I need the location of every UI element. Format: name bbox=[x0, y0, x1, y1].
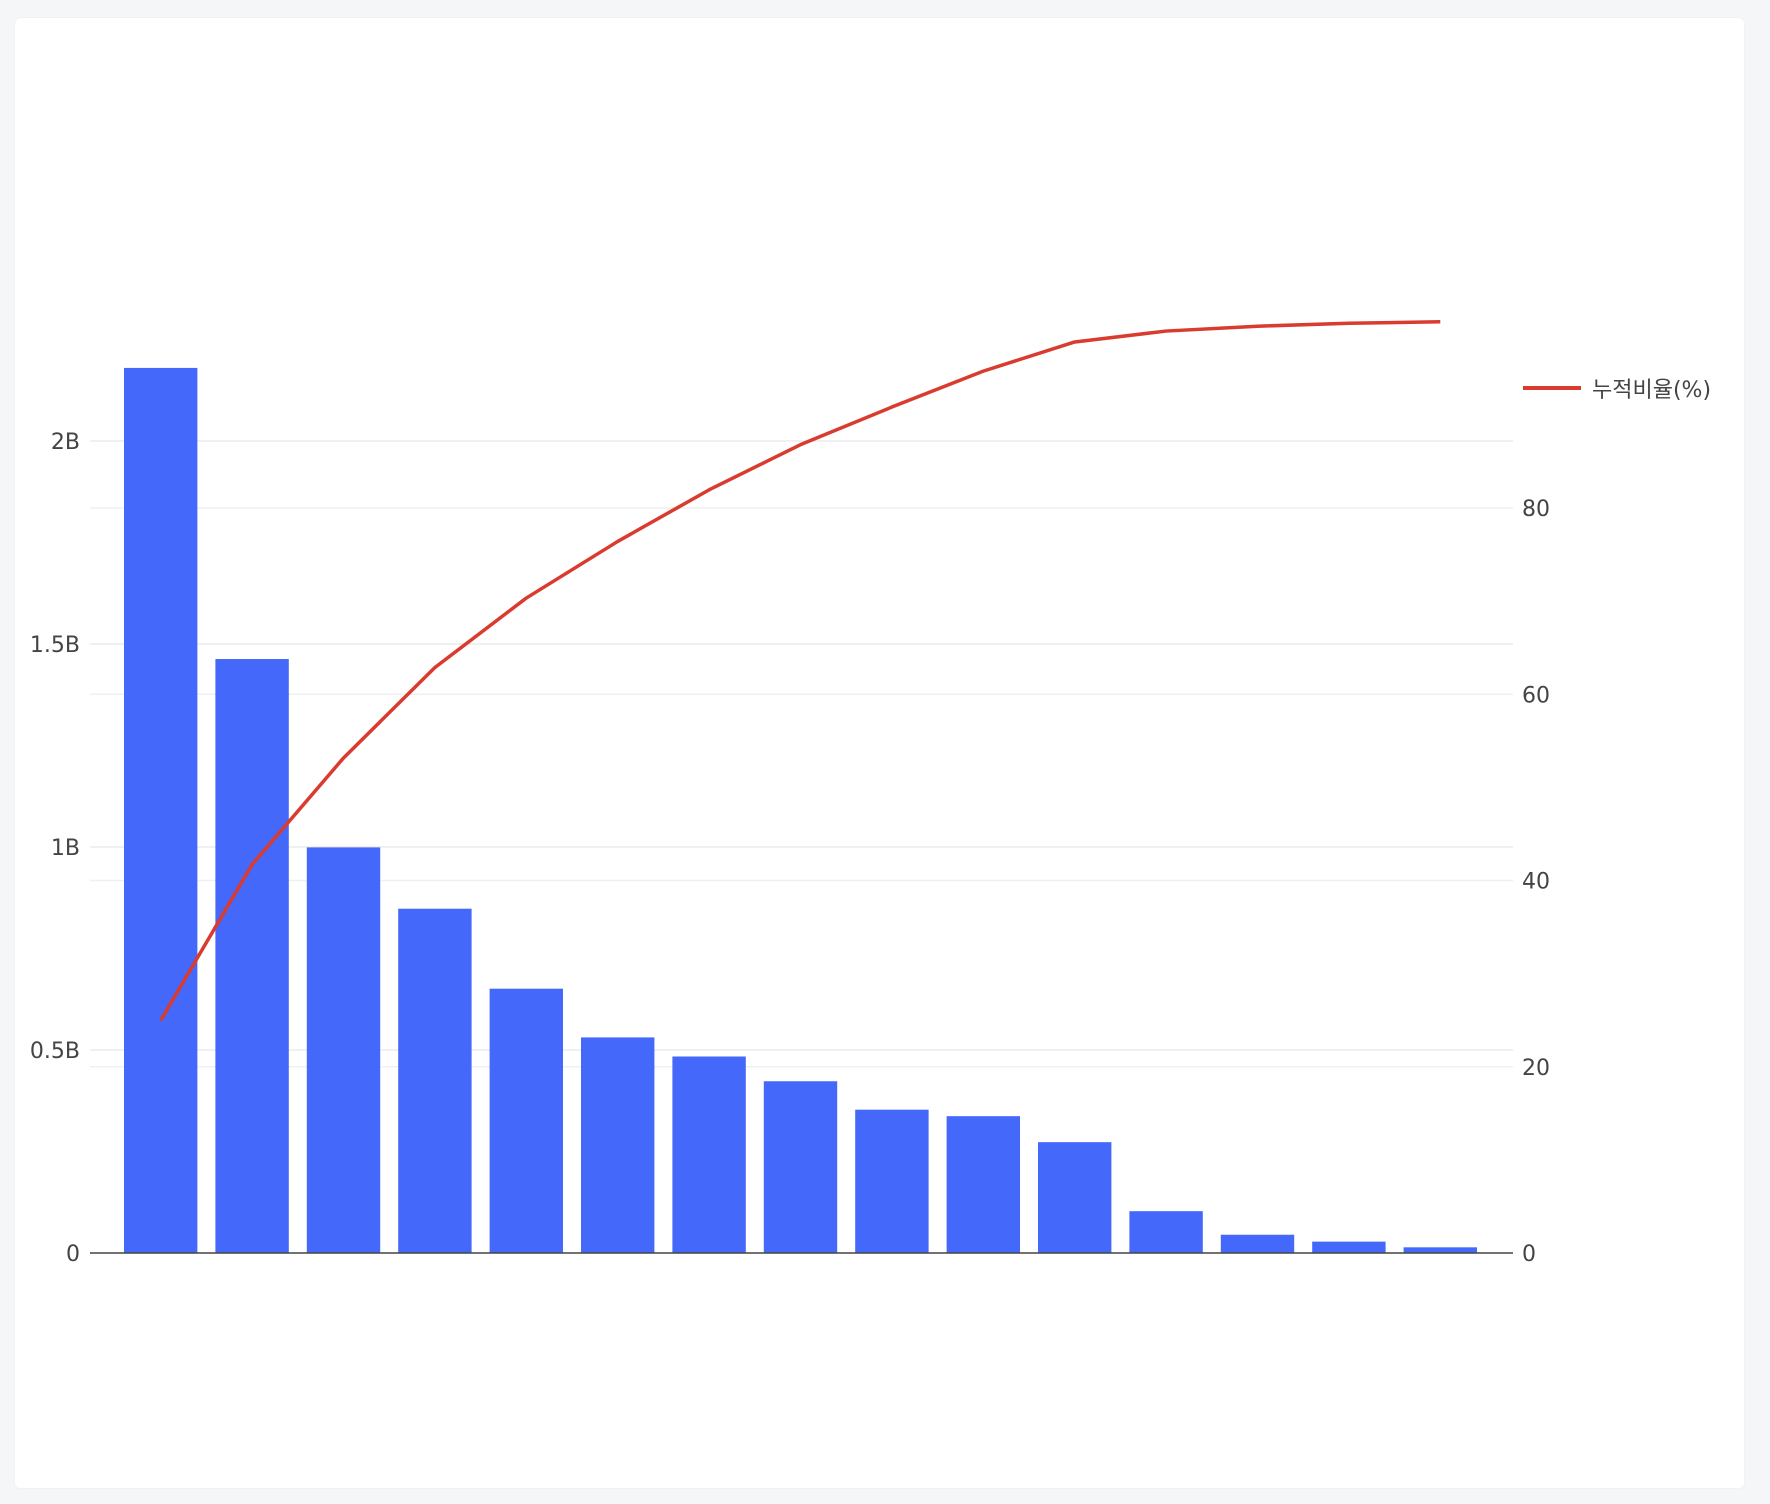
right-tick-label: 80 bbox=[1522, 497, 1550, 522]
bar bbox=[215, 659, 289, 1253]
bar bbox=[855, 1109, 929, 1253]
right-tick-label: 40 bbox=[1522, 870, 1550, 895]
bar bbox=[672, 1056, 746, 1253]
bar bbox=[124, 367, 198, 1253]
left-tick-label: 0 bbox=[66, 1242, 80, 1267]
left-tick-label: 1B bbox=[51, 836, 80, 861]
bar bbox=[946, 1116, 1020, 1253]
cumulative-line bbox=[159, 320, 1441, 1022]
bar bbox=[581, 1037, 655, 1253]
left-tick-label: 1.5B bbox=[30, 633, 80, 658]
right-tick-label: 0 bbox=[1522, 1242, 1536, 1267]
right-tick-label: 20 bbox=[1522, 1056, 1550, 1081]
bar bbox=[306, 847, 381, 1253]
bar bbox=[398, 908, 472, 1253]
bar bbox=[1038, 1142, 1112, 1253]
bar bbox=[1129, 1211, 1203, 1253]
bar bbox=[1312, 1241, 1386, 1253]
bar bbox=[489, 988, 563, 1253]
left-tick-label: 0.5B bbox=[30, 1039, 80, 1064]
right-tick-label: 60 bbox=[1522, 683, 1550, 708]
left-tick-label: 2B bbox=[51, 430, 80, 455]
bar bbox=[763, 1081, 838, 1253]
legend-label: 누적비율(%) bbox=[1592, 378, 1711, 403]
bar bbox=[1403, 1247, 1477, 1253]
bar bbox=[1220, 1234, 1295, 1253]
